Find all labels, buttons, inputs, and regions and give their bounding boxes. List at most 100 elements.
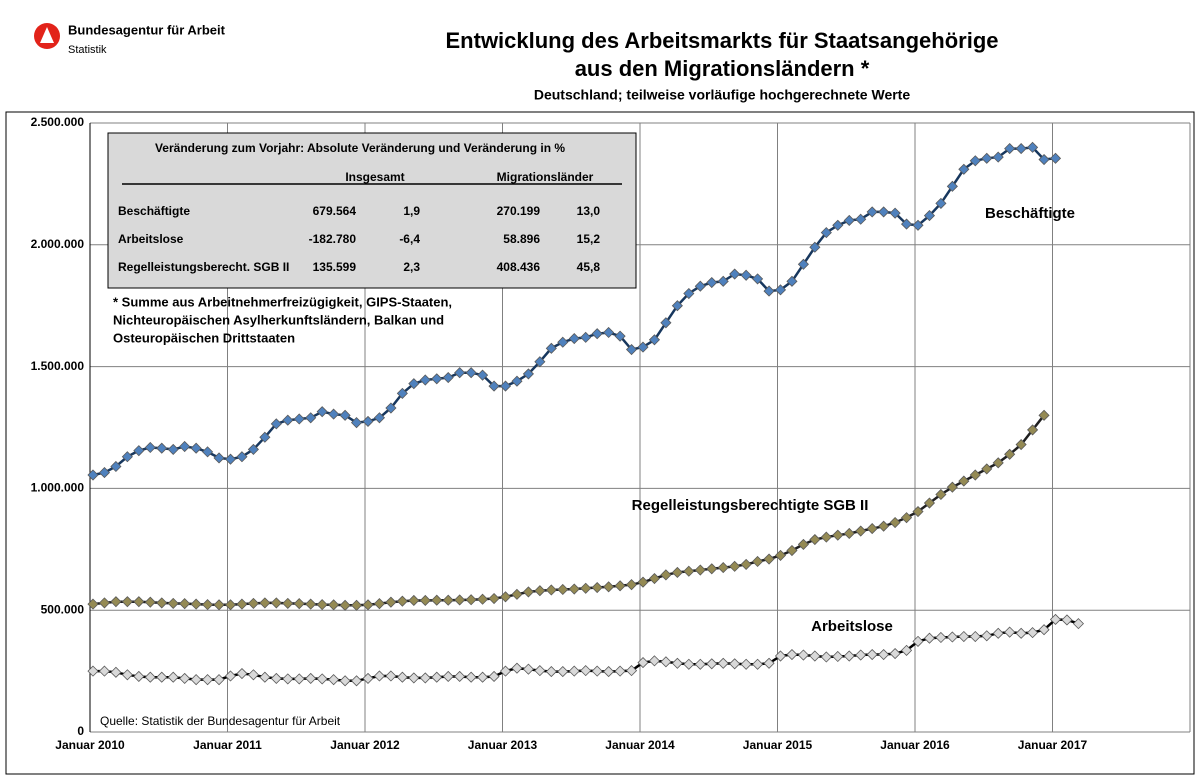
data-point <box>1038 624 1050 636</box>
data-point <box>809 241 821 253</box>
data-point <box>981 463 993 475</box>
data-point <box>499 591 512 603</box>
data-point <box>408 594 420 607</box>
data-point <box>488 380 500 392</box>
data-point <box>87 598 99 610</box>
data-point <box>213 452 225 464</box>
data-point <box>305 412 317 424</box>
data-point <box>419 374 431 386</box>
data-point <box>1038 409 1050 421</box>
data-point <box>740 658 752 670</box>
table-cell: 13,0 <box>577 204 601 218</box>
data-point <box>660 569 672 581</box>
data-point <box>1027 141 1039 153</box>
data-point <box>969 630 981 643</box>
data-point <box>167 443 179 455</box>
data-point <box>442 670 454 683</box>
data-point <box>431 373 443 385</box>
data-point <box>912 505 924 518</box>
data-point <box>465 594 477 606</box>
data-point <box>786 648 798 661</box>
data-point <box>259 431 271 443</box>
series-label: Beschäftigte <box>985 205 1075 222</box>
data-point <box>797 649 809 661</box>
data-point <box>465 367 477 379</box>
data-point <box>958 163 970 175</box>
data-point <box>889 647 901 660</box>
data-point <box>935 631 947 644</box>
data-point <box>202 674 214 686</box>
table-group: Insgesamt <box>345 170 404 184</box>
data-point <box>224 670 237 682</box>
data-point <box>270 418 282 430</box>
data-point <box>568 665 580 677</box>
table-cell: 408.436 <box>497 260 541 274</box>
data-point <box>247 669 259 681</box>
data-point <box>706 276 718 289</box>
data-point <box>213 674 225 686</box>
data-point <box>224 599 237 611</box>
lines <box>87 141 1084 687</box>
data-point <box>408 672 420 684</box>
table-cell: 679.564 <box>313 204 357 218</box>
table-row-label: Regelleistungsberecht. SGB II <box>118 260 289 274</box>
y-tick-label: 0 <box>77 724 84 738</box>
y-tick-label: 2.000.000 <box>31 237 85 251</box>
data-point <box>121 669 133 681</box>
footnote: Osteuropäischen Drittstaaten <box>113 330 295 345</box>
data-point <box>900 218 913 230</box>
data-point <box>717 275 729 287</box>
data-point <box>522 368 534 380</box>
data-point <box>190 598 202 610</box>
data-point <box>477 671 489 683</box>
data-point <box>797 538 809 550</box>
data-point <box>442 371 454 384</box>
table-cell: 15,2 <box>577 232 601 246</box>
data-point <box>614 665 626 677</box>
chart-title: aus den Migrationsländern * <box>575 56 870 81</box>
data-point <box>477 369 489 381</box>
data-point <box>820 531 832 543</box>
data-point <box>293 598 305 610</box>
data-point <box>981 630 993 642</box>
data-point <box>87 469 99 481</box>
data-point <box>236 598 248 610</box>
data-point <box>774 284 787 296</box>
data-point <box>110 460 122 473</box>
data-point <box>419 594 431 607</box>
x-tick-label: Januar 2015 <box>743 738 813 752</box>
data-point <box>373 598 386 610</box>
data-point <box>454 670 466 683</box>
data-point <box>110 666 122 678</box>
table-row-label: Arbeitslose <box>118 232 184 246</box>
data-point <box>328 674 340 686</box>
data-point <box>878 520 890 532</box>
table-box <box>107 132 637 289</box>
data-point <box>362 599 374 611</box>
y-tick-label: 2.500.000 <box>31 115 85 129</box>
table-cell: 135.599 <box>313 260 357 274</box>
data-point <box>179 598 191 610</box>
data-point <box>683 565 695 577</box>
data-point <box>144 441 156 454</box>
data-point <box>213 599 225 611</box>
data-point <box>637 341 649 353</box>
data-point <box>282 597 294 609</box>
data-point <box>362 415 374 427</box>
data-point <box>774 650 787 662</box>
data-point <box>316 599 328 611</box>
data-point <box>752 555 764 568</box>
data-point <box>1004 143 1016 155</box>
data-point <box>843 650 855 662</box>
footnote: * Summe aus Arbeitnehmerfreizügigkeit, G… <box>113 294 452 309</box>
data-point <box>1015 143 1027 155</box>
data-point <box>350 599 363 611</box>
data-point <box>133 670 145 683</box>
data-point <box>522 586 534 598</box>
data-point <box>878 648 890 661</box>
data-point <box>236 451 248 463</box>
data-point <box>992 457 1004 469</box>
data-point <box>1061 614 1073 626</box>
data-point <box>603 326 615 339</box>
